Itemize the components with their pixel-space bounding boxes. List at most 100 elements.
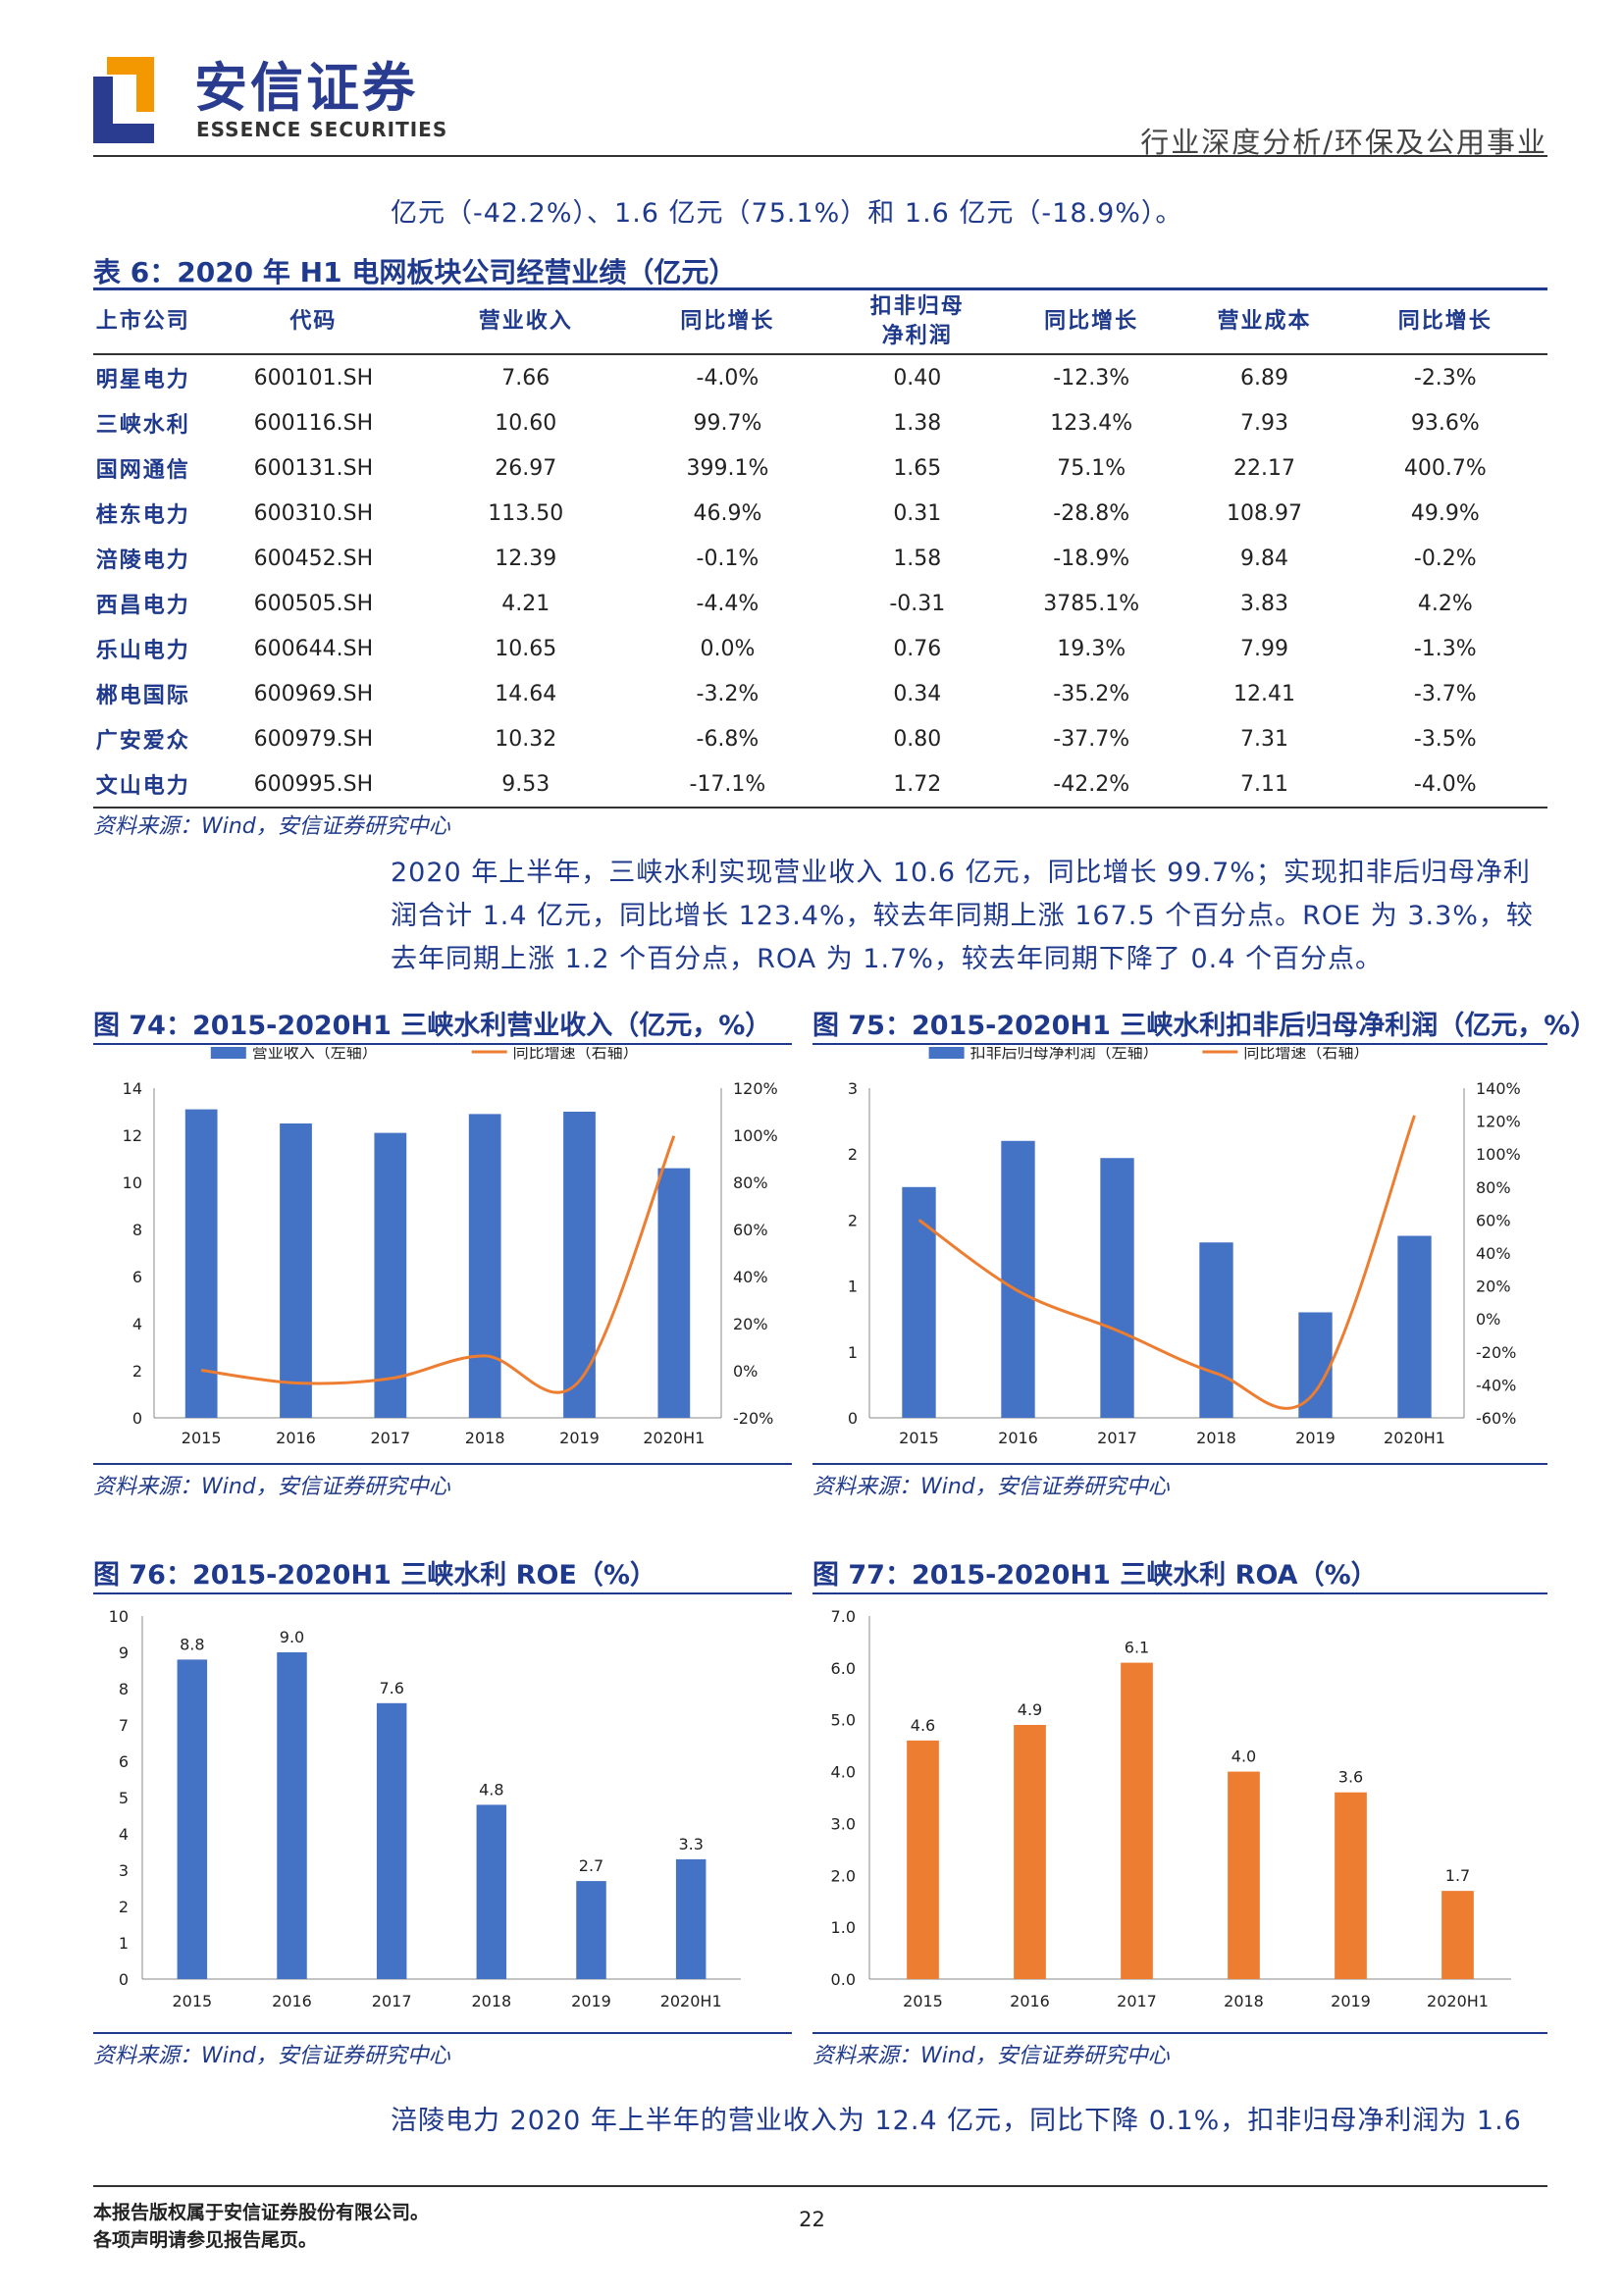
bar — [177, 1659, 208, 1979]
table-cell: -1.3% — [1413, 636, 1477, 661]
legend-swatch-bar — [928, 1047, 965, 1059]
x-tick-label: 2020H1 — [660, 1992, 722, 2010]
data-label: 1.7 — [1445, 1866, 1470, 1885]
table-cell: 399.1% — [686, 455, 769, 481]
bar — [1397, 1235, 1432, 1418]
paragraph-line: 去年同期上涨 1.2 个百分点，ROA 为 1.7%，较去年同期下降了 0.4 … — [391, 944, 1383, 974]
bar — [476, 1804, 507, 1979]
table-cell: 123.4% — [1050, 410, 1133, 436]
y-tick-label-right: -20% — [1476, 1343, 1516, 1362]
paragraph-line: 润合计 1.4 亿元，同比增长 123.4%，较去年同期上涨 167.5 个百分… — [391, 901, 1534, 931]
table-cell: 1.72 — [837, 761, 998, 809]
table-body: 明星电力 600101.SH 7.66 -4.0% 0.40 -12.3% 6.89 -2.3… — [93, 354, 1547, 809]
table-cell: 12.39 — [495, 546, 557, 571]
figure-75-source: 资料来源：Wind，安信证券研究中心 — [812, 1475, 1170, 1499]
bar — [1100, 1158, 1134, 1418]
figure-77-caption: 图 77：2015-2020H1 三峡水利 ROA（%） — [812, 1560, 1378, 1591]
figure-76-caption: 图 76：2015-2020H1 三峡水利 ROE（%） — [93, 1560, 656, 1591]
y-tick-label: 0 — [119, 1970, 129, 1989]
x-tick-label: 2020H1 — [1384, 1429, 1445, 1447]
figure-76-bottom-rule — [93, 2032, 792, 2034]
table-cell: 0.31 — [893, 500, 942, 526]
x-tick-label: 2017 — [1097, 1429, 1137, 1447]
table-row: 桂东电力 600310.SH 113.50 46.9% 0.31 -28.8% 108.97… — [93, 491, 1547, 536]
table-cell: -6.8% — [696, 726, 760, 752]
table-cell: -3.7% — [1413, 681, 1477, 706]
figure-76-chart: 0 1 2 3 4 5 6 7 8 9 10 8.8 2015 9.0 2016 7.6 2017 4.8 2018… — [109, 1607, 741, 2010]
table-cell: 7.99 — [1239, 636, 1288, 661]
table-cell: -18.9% — [1053, 546, 1130, 571]
figure-74-caption: 图 74：2015-2020H1 三峡水利营业收入（亿元，%） — [93, 1011, 772, 1041]
table-cell: -12.3% — [1053, 365, 1130, 391]
y-tick-label: 2 — [119, 1898, 129, 1916]
data-label: 9.0 — [280, 1628, 304, 1646]
company-name-cell: 广安爱众 — [95, 729, 190, 754]
table-cell: -28.8% — [1053, 500, 1130, 526]
figure-75-bottom-rule — [812, 1463, 1547, 1465]
table-row: 三峡水利 600116.SH 10.60 99.7% 1.38 123.4% 7.93 93.… — [93, 400, 1547, 445]
bar — [1335, 1792, 1367, 1979]
x-tick-label: 2018 — [1224, 1992, 1264, 2010]
y-tick-label: 6 — [119, 1752, 129, 1771]
y-tick-label-left: 2 — [848, 1145, 858, 1164]
y-tick-label-left: 0 — [132, 1409, 142, 1428]
performance-table: 上市公司 代码 营业收入 同比增长 扣非归母 净利润 同比增长 营业成本 同比增长 明星电力 60… — [93, 290, 1547, 809]
legend-label-line: 同比增速（右轴） — [1243, 1047, 1369, 1062]
bar — [468, 1114, 501, 1418]
table-cell: 0.76 — [893, 636, 942, 661]
company-name-cell: 涪陵电力 — [95, 548, 190, 573]
paragraph-line: 2020 年上半年，三峡水利实现营业收入 10.6 亿元，同比增长 99.7%；… — [391, 858, 1531, 888]
table-cell: 600505.SH — [253, 591, 374, 616]
table-cell: 4.21 — [501, 591, 550, 616]
y-tick-label-left: 0 — [848, 1409, 858, 1428]
figure-74-top-rule — [93, 1043, 792, 1045]
table-cell: 600644.SH — [253, 636, 374, 661]
table-cell: 113.50 — [488, 500, 564, 526]
bar — [280, 1123, 312, 1418]
company-name-cell: 三峡水利 — [95, 413, 190, 438]
table-header-row: 上市公司 代码 营业收入 同比增长 扣非归母 净利润 同比增长 营业成本 同比增长 — [93, 290, 1547, 355]
x-tick-label: 2017 — [372, 1992, 412, 2010]
header-divider — [93, 155, 1547, 157]
table-row: 国网通信 600131.SH 26.97 399.1% 1.65 75.1% 22.17 40… — [93, 445, 1547, 491]
table-cell: -35.2% — [1053, 681, 1130, 706]
brand-name-cn: 安信证券 — [194, 57, 418, 119]
table-cell: 0.40 — [893, 365, 942, 391]
y-tick-label-right: 100% — [733, 1126, 778, 1145]
table-cell: 1.65 — [893, 455, 942, 481]
x-tick-label: 2016 — [998, 1429, 1038, 1447]
x-tick-label: 2015 — [182, 1429, 222, 1447]
figure-76-top-rule — [93, 1592, 792, 1594]
table-cell: -4.4% — [696, 591, 760, 616]
table-cell: 99.7% — [693, 410, 762, 436]
table-cell: 600131.SH — [253, 455, 374, 481]
figure-74-source: 资料来源：Wind，安信证券研究中心 — [93, 1475, 450, 1499]
data-label: 8.8 — [180, 1635, 204, 1653]
figure-77-source: 资料来源：Wind，安信证券研究中心 — [812, 2044, 1170, 2068]
bar — [907, 1740, 939, 1979]
bar — [374, 1132, 407, 1418]
column-header: 同比增长 — [1342, 290, 1547, 355]
y-tick-label-left: 8 — [132, 1221, 142, 1239]
table-cell: -37.7% — [1053, 726, 1130, 752]
x-tick-label: 2017 — [1117, 1992, 1157, 2010]
table-cell: -42.2% — [997, 761, 1186, 809]
y-tick-label: 3.0 — [831, 1814, 856, 1833]
bar — [277, 1652, 307, 1979]
y-tick-label: 3 — [119, 1861, 129, 1880]
bar — [184, 1109, 218, 1418]
y-tick-label-right: 20% — [733, 1315, 768, 1333]
table-cell: 46.9% — [693, 500, 762, 526]
table-cell: 600969.SH — [253, 681, 374, 706]
table-cell: 3785.1% — [1043, 591, 1140, 616]
x-tick-label: 2015 — [172, 1992, 212, 2010]
bar — [657, 1168, 691, 1418]
legend-label-line: 同比增速（右轴） — [513, 1047, 639, 1062]
table-cell: 19.3% — [1057, 636, 1126, 661]
table-cell: 4.2% — [1417, 591, 1473, 616]
column-header: 营业成本 — [1185, 290, 1343, 355]
x-tick-label: 2019 — [1331, 1992, 1371, 2010]
y-tick-label-right: -20% — [733, 1409, 773, 1428]
table-cell: 7.11 — [1185, 761, 1343, 809]
y-tick-label: 7.0 — [831, 1607, 856, 1626]
